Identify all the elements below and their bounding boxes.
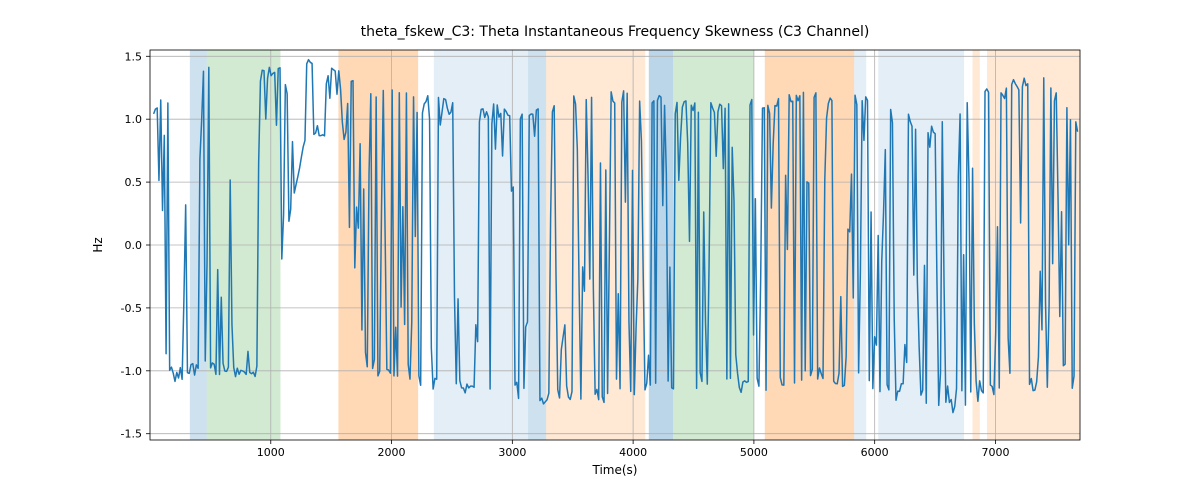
- y-tick-label: 0.5: [125, 176, 143, 189]
- y-tick-label: -1.5: [121, 428, 142, 441]
- x-tick-label: 3000: [498, 446, 526, 459]
- x-tick-label: 1000: [257, 446, 285, 459]
- y-axis-label: Hz: [91, 237, 105, 252]
- x-tick-label: 2000: [378, 446, 406, 459]
- chart-title: theta_fskew_C3: Theta Instantaneous Freq…: [361, 24, 870, 40]
- y-tick-label: 1.5: [125, 50, 143, 63]
- chart-container: 1000 2000 3000 4000 5000 6000 7000 -1.5 -1.0 -0.5…: [0, 0, 1200, 500]
- y-tick-label: -1.0: [121, 365, 142, 378]
- chart-svg: 1000 2000 3000 4000 5000 6000 7000 -1.5 -1.0 -0.5…: [0, 0, 1200, 500]
- x-ticks: 1000 2000 3000 4000 5000 6000 7000: [257, 440, 1010, 459]
- y-ticks: -1.5 -1.0 -0.5 0.0 0.5 1.0 1.5: [121, 50, 150, 440]
- y-tick-label: -0.5: [121, 302, 142, 315]
- x-tick-label: 4000: [619, 446, 647, 459]
- x-tick-label: 5000: [740, 446, 768, 459]
- plot-area: 1000 2000 3000 4000 5000 6000 7000 -1.5 -1.0 -0.5…: [121, 50, 1080, 459]
- x-tick-label: 7000: [981, 446, 1009, 459]
- y-tick-label: 1.0: [125, 113, 143, 126]
- y-tick-label: 0.0: [125, 239, 143, 252]
- x-axis-label: Time(s): [592, 463, 638, 477]
- x-tick-label: 6000: [861, 446, 889, 459]
